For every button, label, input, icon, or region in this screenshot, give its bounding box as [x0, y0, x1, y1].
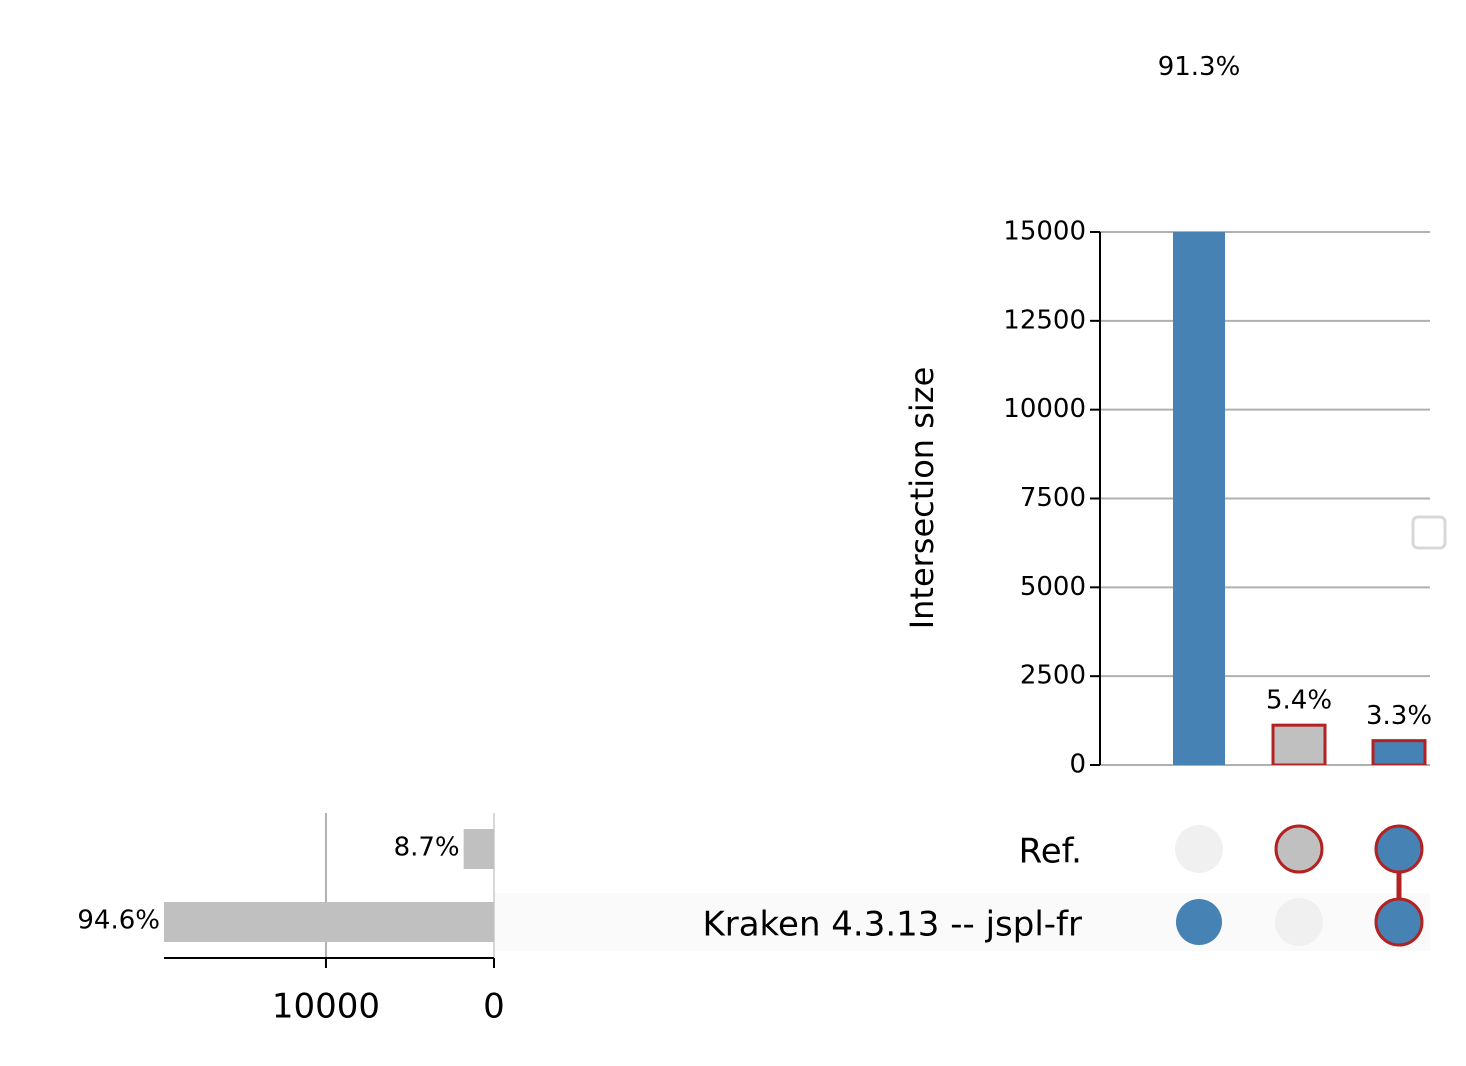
- matrix-dot: [1175, 825, 1223, 873]
- y-axis-label: Intersection size: [903, 367, 941, 630]
- matrix-dot: [1176, 899, 1222, 945]
- matrix-dot: [1374, 897, 1424, 947]
- matrix-dot: [1274, 824, 1324, 874]
- empty-legend: [1411, 515, 1447, 550]
- set-size-bar: [164, 902, 494, 942]
- intersection-bar: [1371, 739, 1427, 765]
- set-size-label: 94.6%: [77, 906, 160, 936]
- y-tick-label: 5000: [1020, 572, 1086, 602]
- intersection-bar: [1173, 232, 1225, 765]
- x-tick-label: 0: [483, 987, 505, 1027]
- intersection-bar: [1271, 723, 1327, 765]
- x-tick-label: 10000: [272, 987, 380, 1027]
- bars: [1173, 232, 1427, 765]
- y-tick-label: 7500: [1020, 483, 1086, 513]
- y-tick-label: 0: [1069, 750, 1086, 780]
- y-tick-label: 2500: [1020, 661, 1086, 691]
- value-label: 91.3%: [1158, 52, 1241, 82]
- matrix-dot: [1374, 824, 1424, 874]
- y-tick-label: 15000: [1003, 217, 1086, 247]
- set-size-label: 8.7%: [394, 833, 460, 863]
- y-tick-label: 10000: [1003, 394, 1086, 424]
- y-tick-label: 12500: [1003, 305, 1086, 335]
- set-label: Ref.: [1019, 832, 1082, 872]
- set-size-bar: [463, 829, 494, 869]
- set-label: Kraken 4.3.13 -- jspl-fr: [702, 905, 1082, 945]
- row-shade: [494, 893, 1430, 951]
- matrix-dot: [1275, 898, 1323, 946]
- value-label: 3.3%: [1366, 701, 1432, 731]
- value-label: 5.4%: [1266, 686, 1332, 716]
